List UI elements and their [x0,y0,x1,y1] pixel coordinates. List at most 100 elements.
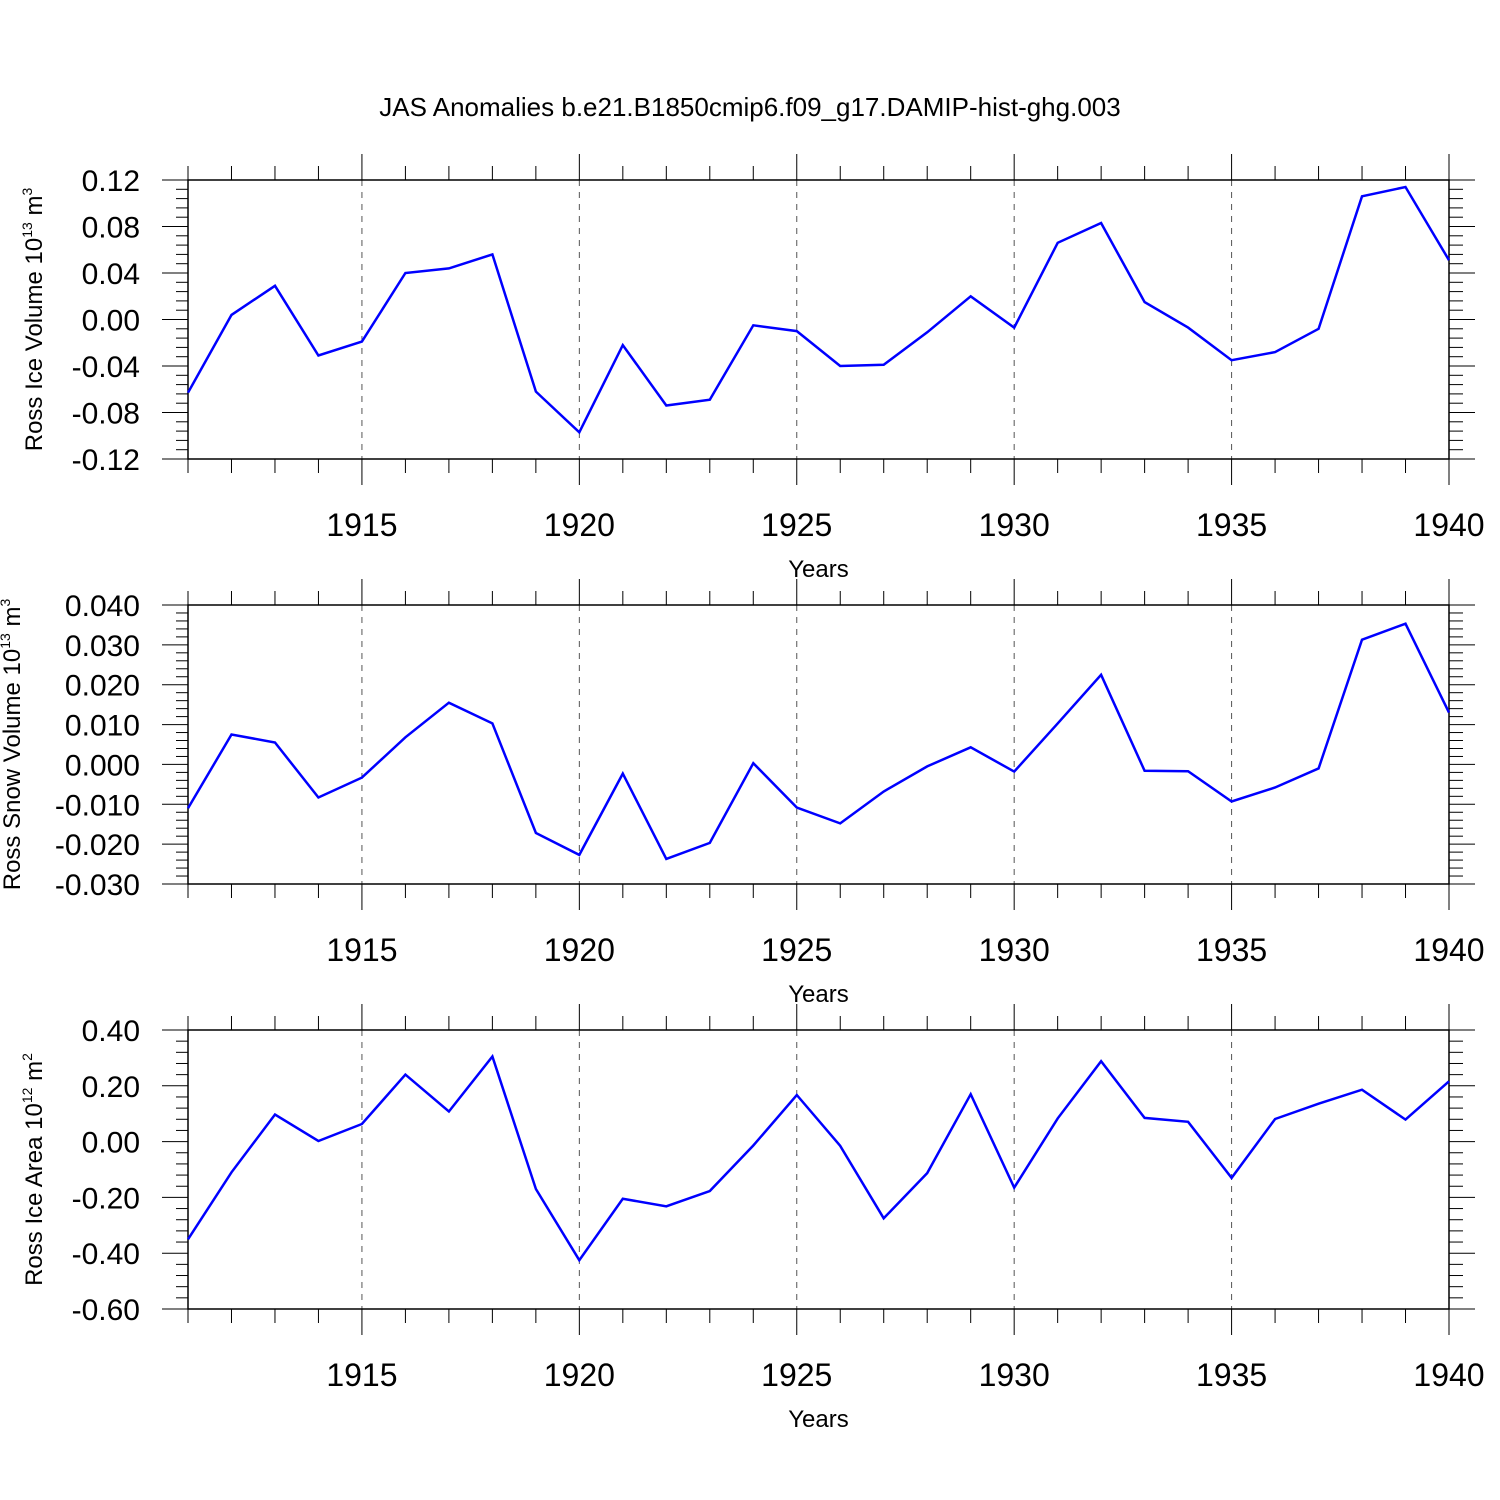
y-axis-label: Ross Ice Volume 1013 m3 [19,188,48,452]
data-point [404,272,406,274]
data-point [1057,1117,1059,1119]
data-point [1231,359,1233,361]
y-tick-label: -0.60 [72,1294,140,1327]
data-point [839,365,841,367]
x-axis-label: Years [788,556,849,583]
data-point [1231,800,1233,802]
data-point [1318,1103,1320,1105]
data-point [1144,301,1146,303]
data-point [491,1056,493,1058]
data-point [970,295,972,297]
data-point [622,1198,624,1200]
data-point [926,331,928,333]
x-tick-label: 1920 [544,1357,615,1393]
data-point [926,765,928,767]
y-tick-label: 0.010 [65,710,140,743]
y-tick-label: 0.040 [65,590,140,623]
data-point [361,1123,363,1125]
data-point [230,314,232,316]
x-tick-label: 1920 [544,932,615,968]
x-axis-label: Years [788,1406,849,1433]
x-tick-label: 1940 [1413,507,1484,543]
data-point [535,832,537,834]
x-tick-label: 1925 [761,932,832,968]
data-point [404,736,406,738]
data-point [1405,1119,1407,1121]
y-tick-label: 0.00 [82,1127,140,1160]
data-point [752,324,754,326]
x-tick-label: 1930 [979,507,1050,543]
chart-panel-3: -0.60 -0.40 -0.20 0.00 0.20 0.40 1915 1920 1925 1… [19,1004,1485,1433]
x-tick-label: 1940 [1413,1357,1484,1393]
data-point [1274,1118,1276,1120]
data-point [274,1114,276,1116]
data-point [1144,770,1146,772]
x-tick-label: 1915 [326,507,397,543]
plot-frame [187,604,1450,885]
chart-panel-1: -0.12 -0.08 -0.04 0.00 0.04 0.08 0.12 1915 1920 1… [19,154,1485,583]
data-point [230,1171,232,1173]
data-point [970,1093,972,1095]
chart-panel-2: -0.030 -0.020 -0.010 0.000 0.010 0.020 0.030 0.… [0,579,1485,1008]
data-point [361,341,363,343]
data-point [622,773,624,775]
y-tick-label: -0.08 [72,398,140,431]
y-tick-label: 0.12 [82,165,140,198]
data-point [1057,722,1059,724]
data-point [709,842,711,844]
data-point [187,807,189,809]
data-point [535,391,537,393]
data-point [1144,1117,1146,1119]
y-tick-label: 0.20 [82,1071,140,1104]
data-point [1100,222,1102,224]
y-tick-label: -0.12 [72,444,140,477]
data-point [274,285,276,287]
data-point [796,1094,798,1096]
series-line [186,622,1451,861]
figure-title: JAS Anomalies b.e21.B1850cmip6.f09_g17.D… [379,92,1120,122]
data-point [535,1188,537,1190]
x-tick-label: 1930 [979,1357,1050,1393]
x-tick-label: 1935 [1196,507,1267,543]
data-point [709,1190,711,1192]
y-tick-label: -0.04 [72,351,140,384]
data-point [1405,186,1407,188]
data-point [1405,623,1407,625]
series-line [186,1053,1450,1263]
data-point [752,762,754,764]
data-point [1187,770,1189,772]
series-line [186,185,1451,435]
data-point [317,797,319,799]
data-point [883,364,885,366]
data-point [491,253,493,255]
data-point [622,344,624,346]
y-axis-label: Ross Snow Volume 1013 m3 [0,599,26,891]
x-tick-label: 1935 [1196,1357,1267,1393]
y-tick-label: -0.40 [72,1238,140,1271]
data-point [274,742,276,744]
data-point [578,1259,580,1261]
x-tick-label: 1925 [761,1357,832,1393]
x-tick-label: 1940 [1413,932,1484,968]
data-point [709,399,711,401]
y-axis-label: Ross Ice Area 1012 m2 [19,1053,48,1286]
data-point [1187,1121,1189,1123]
data-point [1100,1060,1102,1062]
y-tick-label: 0.000 [65,749,140,782]
data-point [578,431,580,433]
data-point [1361,195,1363,197]
y-tick-label: 0.020 [65,670,140,703]
data-point [1187,327,1189,329]
plot-frame [187,1029,1450,1310]
x-tick-label: 1930 [979,932,1050,968]
y-tick-label: -0.010 [55,789,140,822]
data-point [1318,767,1320,769]
data-point [665,405,667,407]
data-point [187,1238,189,1240]
data-point [187,392,189,394]
data-point [1100,674,1102,676]
data-point [1448,1080,1450,1082]
data-point [1361,639,1363,641]
data-point [665,1205,667,1207]
